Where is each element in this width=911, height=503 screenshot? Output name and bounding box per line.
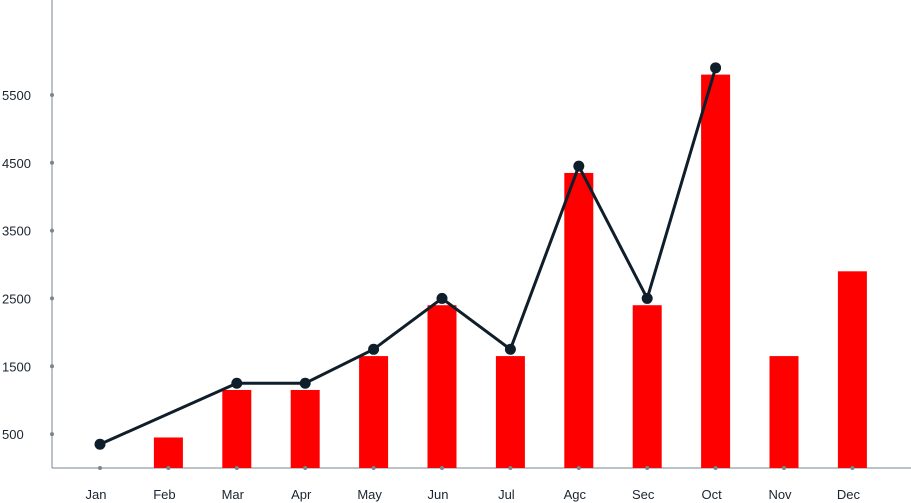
x-tick-label: Jul bbox=[498, 487, 515, 502]
bar-oct bbox=[701, 74, 731, 468]
x-tick-label: May bbox=[357, 487, 382, 502]
x-tick-label: Agc bbox=[564, 487, 587, 502]
x-tick-label: Dec bbox=[837, 487, 861, 502]
y-tick-mark bbox=[50, 160, 54, 165]
x-tick-mark bbox=[166, 466, 171, 470]
x-tick-mark bbox=[98, 466, 102, 470]
x-tick-mark bbox=[508, 466, 513, 470]
y-tick-label: 500 bbox=[2, 427, 24, 442]
y-tick-mark bbox=[50, 92, 54, 97]
line-path bbox=[99, 67, 718, 446]
x-tick-mark bbox=[303, 466, 308, 470]
y-tick-mark bbox=[50, 296, 54, 301]
line-point-agc bbox=[573, 160, 585, 172]
y-tick-mark bbox=[50, 228, 54, 233]
bar-dec bbox=[837, 271, 867, 468]
x-tick-mark bbox=[576, 466, 581, 470]
bar-nov bbox=[769, 356, 799, 468]
y-axis-ticks: 500 1500 2500 3500 4500 5500 bbox=[2, 88, 54, 442]
x-tick-label: Apr bbox=[291, 487, 312, 502]
x-tick-mark bbox=[440, 466, 444, 470]
line-point-apr bbox=[299, 377, 311, 389]
line-point-jan bbox=[94, 438, 106, 450]
line-point-oct bbox=[710, 62, 722, 74]
bar-agc bbox=[564, 172, 594, 468]
x-tick-mark bbox=[850, 466, 855, 470]
x-tick-mark bbox=[782, 466, 786, 470]
line-point-jun bbox=[436, 292, 448, 304]
y-tick-label: 5500 bbox=[2, 88, 31, 103]
y-tick-label: 3500 bbox=[2, 224, 31, 239]
line-point-mar bbox=[231, 377, 243, 389]
y-tick-label: 4500 bbox=[2, 156, 31, 171]
line-point-may bbox=[368, 343, 380, 355]
bar-jul bbox=[495, 356, 525, 468]
x-tick-label: Nov bbox=[768, 487, 792, 502]
y-tick-label: 2500 bbox=[2, 291, 31, 306]
x-tick-label: Oct bbox=[701, 487, 722, 502]
y-tick-mark bbox=[50, 364, 54, 369]
x-tick-label: Feb bbox=[153, 487, 175, 502]
bar-apr bbox=[290, 390, 320, 468]
bar-may bbox=[359, 356, 389, 468]
bar-mar bbox=[222, 390, 252, 468]
axes bbox=[51, 0, 911, 469]
x-tick-label: Jan bbox=[86, 487, 107, 502]
line-point-sec bbox=[641, 292, 653, 304]
y-tick-mark bbox=[50, 432, 54, 437]
x-tick-label: Mar bbox=[222, 487, 245, 502]
x-tick-mark bbox=[713, 466, 718, 470]
line-point-jul bbox=[504, 343, 516, 355]
bar-feb bbox=[153, 437, 183, 468]
bar-series bbox=[153, 74, 867, 468]
line-series bbox=[94, 62, 722, 450]
x-tick-label: Jun bbox=[428, 487, 449, 502]
x-tick-mark bbox=[234, 466, 239, 470]
bar-sec bbox=[632, 305, 662, 468]
y-tick-label: 1500 bbox=[2, 359, 31, 374]
x-tick-label: Sec bbox=[632, 487, 655, 502]
x-axis-ticks: Jan Feb Mar Apr May Jun Jul Agc Sec Oct Nov Dec bbox=[86, 466, 861, 502]
x-tick-mark bbox=[371, 466, 376, 470]
x-tick-mark bbox=[645, 466, 650, 470]
bar-jun bbox=[427, 305, 457, 468]
